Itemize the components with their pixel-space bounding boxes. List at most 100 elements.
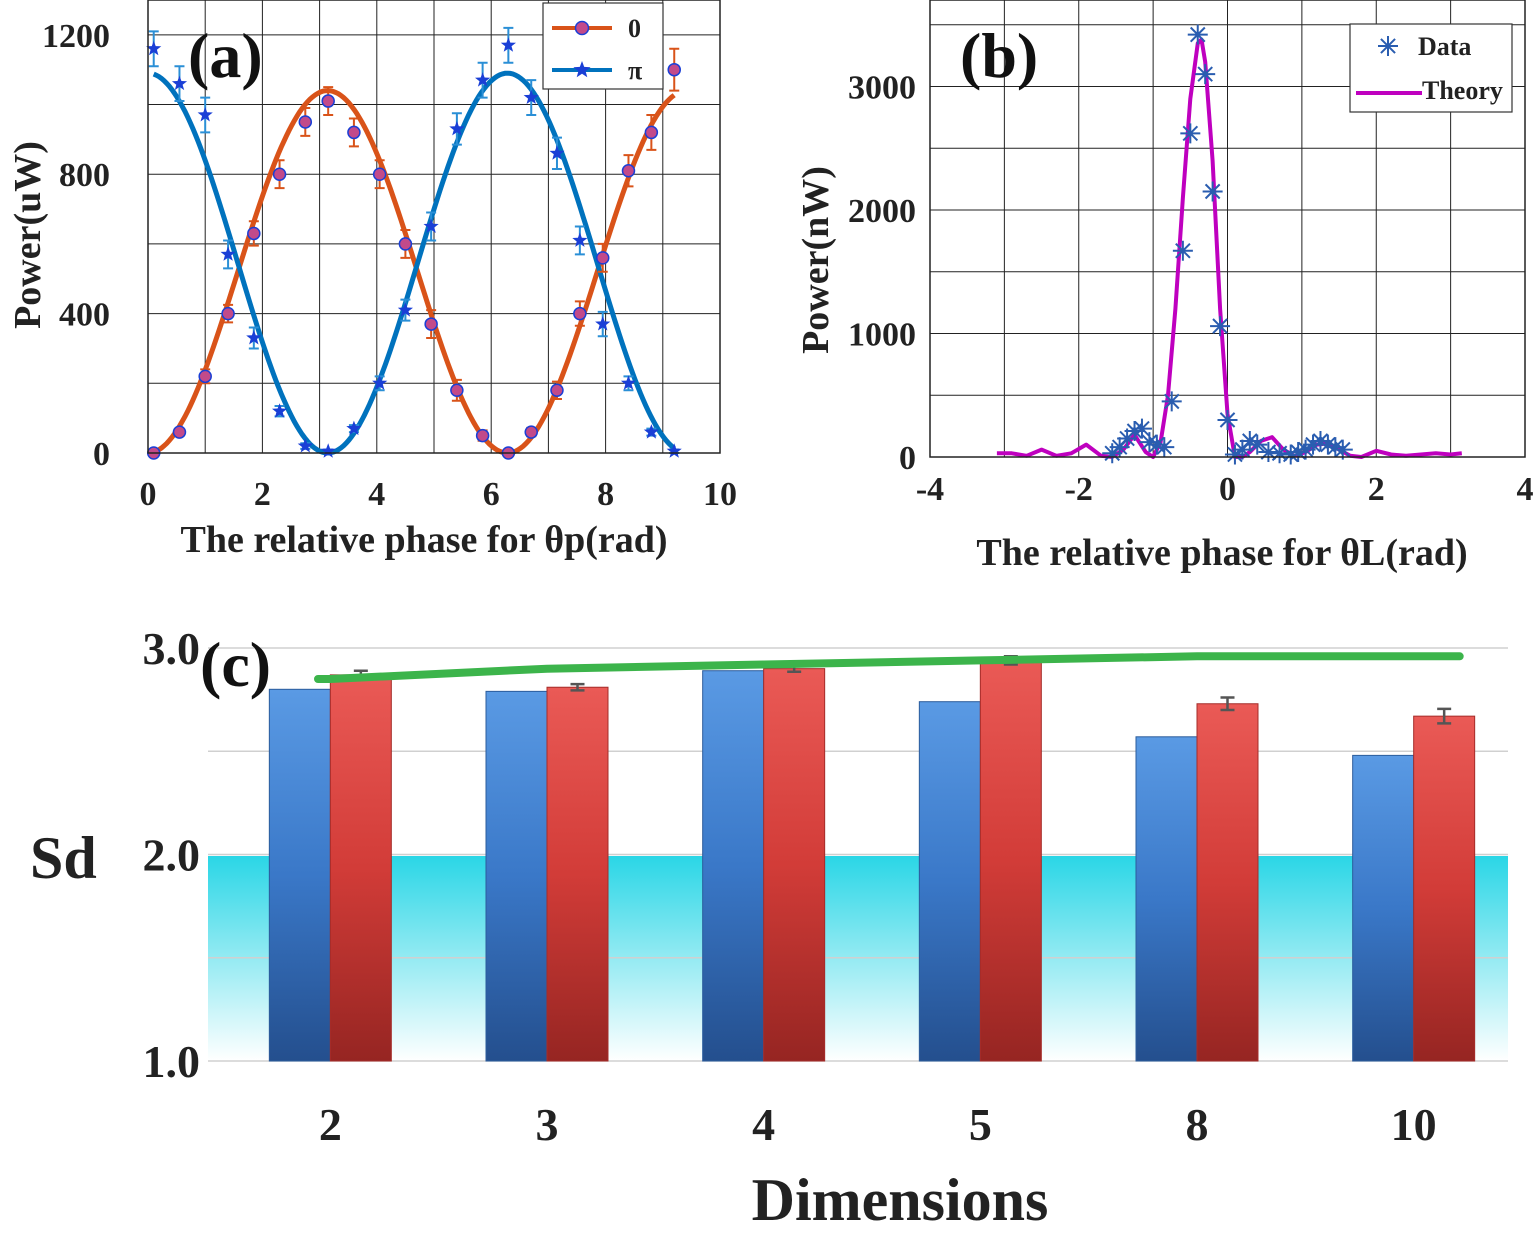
bar-blue bbox=[702, 670, 765, 1062]
data-point-0 bbox=[347, 125, 361, 140]
legend-a: 0 π bbox=[542, 2, 664, 90]
data-point bbox=[1280, 444, 1301, 465]
y-ticks-b: 0 1000 2000 3000 bbox=[848, 69, 916, 477]
data-point bbox=[1124, 421, 1145, 442]
data-point-pi bbox=[620, 375, 637, 390]
data-points-b bbox=[1102, 24, 1353, 465]
bar-red bbox=[979, 659, 1042, 1062]
fit-line-pi bbox=[152, 70, 676, 456]
data-point-0 bbox=[198, 369, 212, 384]
bars-c bbox=[268, 655, 1476, 1062]
legend-box-a bbox=[542, 2, 664, 90]
x-tick-label: 2 bbox=[319, 1099, 342, 1150]
theory-line bbox=[314, 652, 1464, 683]
data-point bbox=[1154, 437, 1175, 458]
legend-label-data: Data bbox=[1418, 32, 1471, 61]
data-point bbox=[1131, 418, 1152, 439]
data-point-0 bbox=[424, 317, 438, 331]
y-tick-label: 0 bbox=[93, 436, 110, 473]
data-point-pi bbox=[449, 120, 465, 136]
data-point-pi bbox=[297, 438, 313, 453]
panel-label-b: (b) bbox=[960, 20, 1038, 91]
data-point-0 bbox=[595, 251, 610, 265]
bar-red bbox=[329, 674, 392, 1062]
data-point bbox=[1161, 391, 1182, 412]
data-point bbox=[1202, 181, 1223, 202]
data-point bbox=[1239, 430, 1260, 451]
y-ticks-c: 1.0 2.0 3.0 bbox=[143, 623, 201, 1087]
data-point-pi bbox=[320, 443, 336, 458]
data-point-pi bbox=[572, 232, 588, 247]
data-point-0 bbox=[550, 383, 564, 398]
data-point-pi bbox=[220, 246, 236, 261]
gridlines-c bbox=[208, 647, 1508, 1062]
data-point-0 bbox=[450, 383, 464, 398]
x-tick-label: 10 bbox=[1391, 1099, 1437, 1150]
data-point-0 bbox=[298, 115, 313, 129]
bar-blue bbox=[485, 690, 548, 1062]
x-tick-label: 0 bbox=[140, 476, 157, 513]
bar-red bbox=[546, 686, 609, 1062]
x-tick-label: 8 bbox=[1186, 1099, 1209, 1150]
y-axis-label-c: Sd bbox=[30, 825, 97, 891]
data-point-pi bbox=[423, 218, 439, 233]
x-tick-label: 8 bbox=[597, 476, 614, 513]
x-axis-label-a: The relative phase for θp(rad) bbox=[180, 519, 667, 561]
data-point-0 bbox=[475, 428, 490, 443]
data-point bbox=[1310, 430, 1331, 451]
x-tick-label: -4 bbox=[916, 471, 944, 508]
theory-line-c bbox=[314, 652, 1464, 683]
data-point bbox=[1109, 437, 1130, 458]
x-tick-label: 2 bbox=[254, 476, 271, 513]
legend-label-pi: π bbox=[628, 56, 642, 85]
data-point-0 bbox=[644, 125, 659, 140]
plot-frame-b bbox=[929, 0, 1526, 458]
x-ticks-a: 0 2 4 6 8 10 bbox=[140, 476, 738, 513]
fit-curves-a bbox=[152, 70, 676, 456]
data-point bbox=[1332, 439, 1353, 460]
data-point bbox=[1258, 442, 1279, 463]
data-point bbox=[1288, 442, 1309, 463]
legend-marker-asterisk bbox=[1378, 36, 1398, 56]
legend-b: Data Theory bbox=[1349, 23, 1513, 113]
y-tick-label: 400 bbox=[59, 297, 110, 334]
y-tick-label: 0 bbox=[899, 440, 916, 477]
data-point-pi bbox=[595, 316, 611, 331]
x-tick-label: 0 bbox=[1219, 471, 1236, 508]
plot-frame-a bbox=[147, 0, 721, 454]
y-tick-label: 1.0 bbox=[143, 1036, 201, 1087]
data-point bbox=[1247, 434, 1268, 455]
bar-blue bbox=[268, 688, 331, 1062]
data-point-pi bbox=[246, 330, 262, 345]
data-point-pi bbox=[272, 403, 288, 418]
x-tick-label: 4 bbox=[368, 476, 385, 513]
data-point-pi bbox=[666, 443, 682, 458]
bar-blue bbox=[918, 701, 981, 1062]
legend-label-theory: Theory bbox=[1422, 76, 1503, 105]
x-axis-label-b: The relative phase for θL(rad) bbox=[976, 532, 1467, 574]
data-point-pi bbox=[475, 72, 491, 87]
data-point-pi bbox=[146, 40, 162, 56]
data-point bbox=[1325, 437, 1346, 458]
data-point-0 bbox=[247, 226, 261, 241]
error-bar-red bbox=[570, 682, 585, 692]
bar-red bbox=[763, 668, 826, 1062]
data-point-pi bbox=[346, 420, 362, 436]
legend-label-0: 0 bbox=[628, 14, 641, 43]
data-point bbox=[1217, 409, 1238, 430]
y-tick-label: 3.0 bbox=[143, 623, 201, 674]
data-point bbox=[1210, 316, 1231, 337]
x-tick-label: 10 bbox=[703, 476, 737, 513]
data-point bbox=[1117, 428, 1138, 449]
data-point-pi bbox=[500, 37, 516, 52]
data-point-0 bbox=[621, 163, 636, 178]
x-tick-label: 2 bbox=[1368, 471, 1385, 508]
error-bar-red bbox=[1437, 707, 1452, 725]
y-tick-label: 1000 bbox=[848, 316, 916, 353]
x-tick-label: 6 bbox=[483, 476, 500, 513]
chart-a: 0 2 4 6 8 10 0 400 800 1200 (a) The relative pha… bbox=[7, 0, 737, 561]
bar-blue bbox=[1135, 736, 1198, 1062]
data-point-pi bbox=[549, 145, 565, 160]
x-tick-label: 4 bbox=[1517, 471, 1534, 508]
data-point bbox=[1232, 439, 1253, 460]
